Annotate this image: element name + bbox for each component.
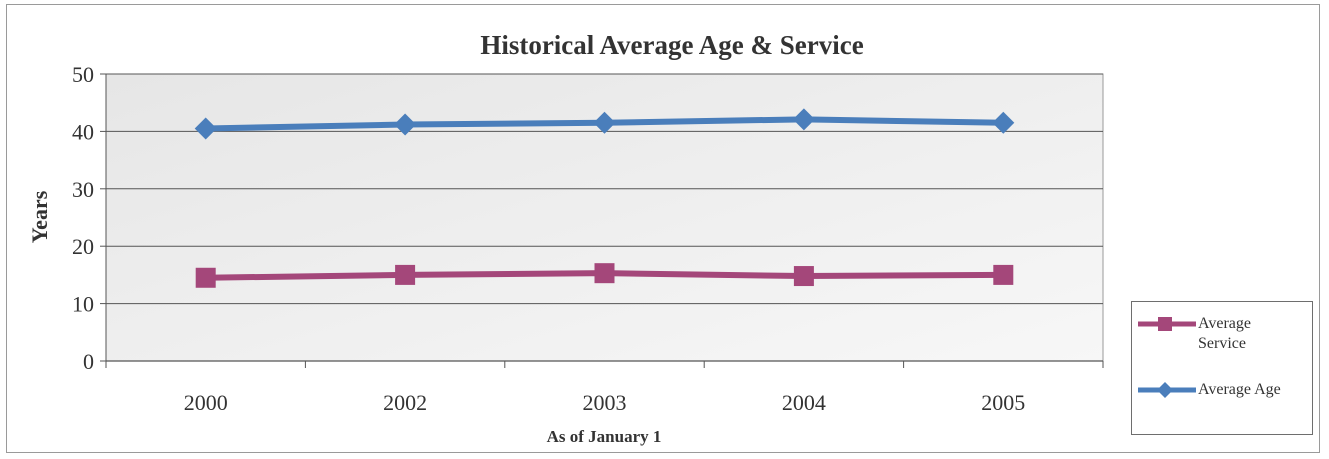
- data-point-average-service: [594, 263, 615, 284]
- legend-swatch-service: [1138, 317, 1196, 331]
- data-point-average-service: [993, 264, 1014, 285]
- legend-entry-service: Average Service: [1136, 314, 1308, 354]
- y-tick-label: 40: [72, 119, 94, 144]
- data-point-average-service: [195, 267, 216, 288]
- x-tick-label: 2005: [981, 390, 1025, 415]
- x-tick-label: 2002: [383, 390, 427, 415]
- data-point-average-service: [395, 264, 416, 285]
- x-tick-label: 2000: [184, 390, 228, 415]
- y-tick-label: 20: [72, 234, 94, 259]
- x-tick-label: 2003: [583, 390, 627, 415]
- legend-label-service-line1: Average: [1198, 315, 1251, 332]
- data-point-average-service: [793, 266, 814, 287]
- x-axis-label: As of January 1: [547, 427, 662, 446]
- data-point-average-age: [992, 111, 1015, 134]
- data-point-average-age: [194, 117, 217, 140]
- data-point-average-age: [394, 113, 417, 136]
- legend-label-service-line2: Service: [1198, 335, 1246, 352]
- y-tick-label: 50: [72, 62, 94, 87]
- legend-label-age: Average Age: [1198, 381, 1281, 398]
- y-tick-label: 30: [72, 177, 94, 202]
- x-tick-label: 2004: [782, 390, 826, 415]
- y-axis-label: Years: [27, 190, 52, 243]
- chart-title: Historical Average Age & Service: [480, 30, 863, 60]
- y-tick-label: 10: [72, 292, 94, 317]
- chart-legend: Average Service Average Age: [1131, 301, 1313, 435]
- y-tick-label: 0: [83, 349, 94, 374]
- data-point-average-age: [593, 111, 616, 134]
- legend-swatch-age: [1138, 382, 1196, 398]
- legend-entry-age: Average Age: [1136, 380, 1308, 400]
- data-point-average-age: [792, 108, 815, 131]
